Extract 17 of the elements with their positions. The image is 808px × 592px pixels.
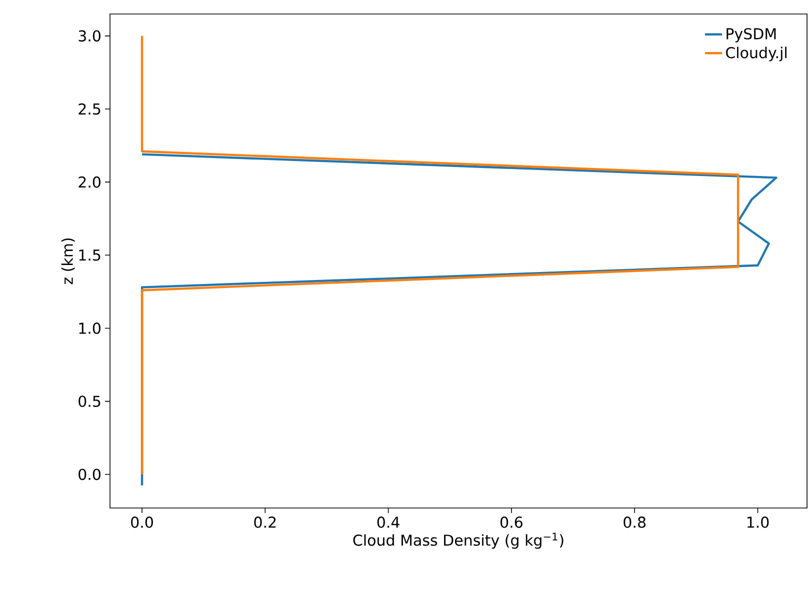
y-tick-label: 0.0: [78, 468, 100, 480]
legend-label: Cloudy.jl: [726, 46, 786, 62]
y-axis-title: z (km): [61, 238, 75, 284]
y-tick-label: 2.5: [78, 103, 100, 115]
y-tick-label: 1.5: [79, 250, 100, 261]
x-axis-title: Cloud Mass Density (g kg$^{−1}$): [353, 532, 564, 549]
x-tick-label: 0.0: [131, 516, 153, 528]
x-tick-label: 0.2: [254, 516, 276, 528]
y-tick-label: 2.0: [78, 176, 100, 188]
x-tick-label: 0.8: [624, 516, 646, 528]
y-tick-label: 3.0: [78, 30, 100, 42]
y-tick-label: 1.0: [79, 322, 100, 334]
x-tick-label: 1.0: [747, 516, 769, 528]
legend-label: PySDM: [726, 28, 776, 42]
x-tick-label: 0.4: [377, 516, 400, 528]
x-tick-label: 0.6: [500, 516, 522, 528]
y-tick-label: 0.5: [78, 396, 100, 407]
